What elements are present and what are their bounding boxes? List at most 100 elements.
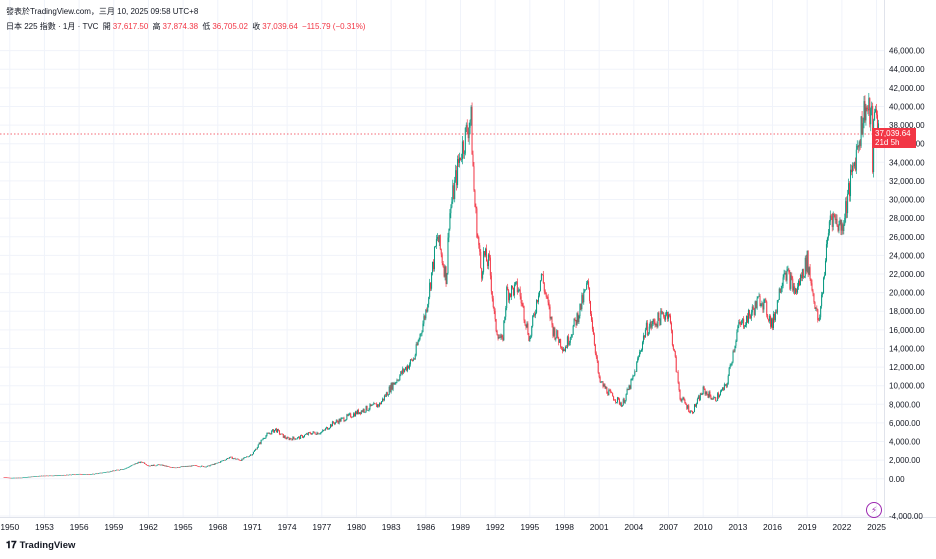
time-axis[interactable]: 1950 1953 1956 1959 1962 1965 1968 1971 1974 1977… <box>0 522 886 532</box>
candle-body <box>332 421 334 424</box>
candle-body <box>546 296 548 298</box>
candle-body <box>713 397 715 400</box>
candle-body <box>398 380 400 381</box>
candle-body <box>360 410 362 414</box>
candle-body <box>385 392 387 397</box>
candle-body <box>534 314 536 316</box>
candle-body <box>511 285 513 297</box>
candle-body <box>338 419 340 424</box>
candle-body <box>280 433 282 435</box>
y-tick-label: 44,000.00 <box>889 65 925 74</box>
candle-body <box>108 471 110 473</box>
tradingview-logo[interactable]: 𝟏𝟕 TradingView <box>6 540 75 551</box>
candle-body <box>145 463 147 465</box>
candle-body <box>606 387 608 394</box>
candle-body <box>483 251 485 273</box>
candle-body <box>312 431 314 434</box>
candle-body <box>148 465 150 467</box>
candle-body <box>549 306 551 319</box>
candle-body <box>307 432 309 435</box>
candle-body <box>25 477 27 478</box>
candle-body <box>156 464 158 466</box>
candle-body <box>46 475 48 477</box>
symbol-line[interactable]: 日本 225 指數 · 1月 · TVC <box>6 22 99 31</box>
candle-body <box>498 337 500 339</box>
candle-body <box>109 471 111 473</box>
candle-body <box>550 316 552 319</box>
candle-body <box>580 303 582 310</box>
candle-body <box>52 475 54 477</box>
candle-body <box>811 283 813 291</box>
candle-body <box>316 432 318 435</box>
lightning-icon[interactable]: ⚡ <box>866 502 882 518</box>
candle-body <box>65 475 67 476</box>
candle-body <box>253 450 255 452</box>
candle-body <box>482 272 484 279</box>
candle-body <box>753 309 755 315</box>
candle-body <box>553 328 555 336</box>
candle-body <box>380 402 382 405</box>
candle-body <box>618 399 620 405</box>
candle-body <box>78 473 80 475</box>
candle-body <box>232 458 234 459</box>
high-label: 高 <box>152 22 161 31</box>
x-tick-label: 2004 <box>624 522 643 532</box>
candle-body <box>460 159 462 160</box>
candle-body <box>794 286 796 294</box>
x-tick-label: 2019 <box>798 522 817 532</box>
candle-body <box>747 310 749 323</box>
candle-body <box>364 411 366 413</box>
candle-body <box>167 466 169 467</box>
candle-body <box>725 384 727 387</box>
candle-body <box>180 466 182 468</box>
candle-body <box>370 404 372 406</box>
candle-body <box>171 467 173 468</box>
candle-body <box>454 180 456 199</box>
candle-body <box>642 342 644 350</box>
candle-body <box>599 377 601 383</box>
candle-body <box>208 465 210 467</box>
candle-body <box>196 465 198 467</box>
candle-body <box>151 465 153 467</box>
candle-body <box>158 464 160 466</box>
candle-body <box>626 389 628 395</box>
y-tick-label: 2,000.00 <box>889 456 921 465</box>
candle-body <box>205 466 207 468</box>
candle-body <box>774 311 776 321</box>
candle-body <box>694 404 696 412</box>
candle-body <box>211 464 213 466</box>
candle-body <box>735 341 737 346</box>
candle-body <box>660 310 662 326</box>
candle-body <box>173 467 175 469</box>
candle-body <box>349 413 351 415</box>
x-tick-label: 1950 <box>0 522 19 532</box>
candle-body <box>178 467 180 468</box>
candle-body <box>852 165 854 167</box>
candle-body <box>821 294 823 307</box>
candle-body <box>489 257 491 276</box>
candle-body <box>802 269 804 278</box>
price-axis[interactable]: -4,000.00 0.00 2,000.00 4,000.00 6,000.00 8,0… <box>889 47 925 521</box>
candle-body <box>357 409 359 414</box>
candle-body <box>414 355 416 360</box>
candle-body <box>514 282 516 285</box>
candle-body <box>474 190 476 207</box>
candle-body <box>645 322 647 330</box>
candle-body <box>608 390 610 396</box>
candle-body <box>799 274 801 286</box>
candle-body <box>359 412 361 414</box>
candle-body <box>327 427 329 430</box>
candle-body <box>730 364 732 366</box>
candle-body <box>443 266 445 277</box>
candle-body <box>866 107 868 109</box>
candle-body <box>706 391 708 395</box>
candle-body <box>58 475 60 476</box>
candle-body <box>353 413 355 417</box>
candle-body <box>203 466 205 468</box>
x-tick-label: 1986 <box>416 522 435 532</box>
candle-body <box>290 438 292 439</box>
candle-body <box>722 387 724 390</box>
candle-body <box>718 393 720 398</box>
candle-body <box>283 435 285 438</box>
